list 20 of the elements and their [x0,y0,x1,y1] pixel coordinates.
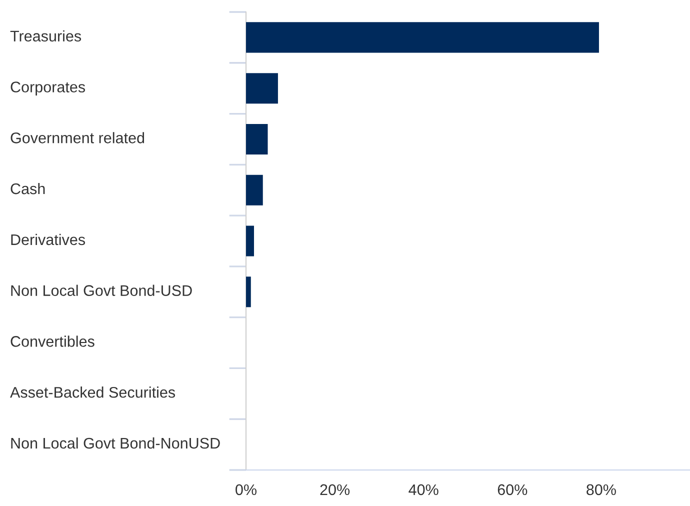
x-tick-label: 40% [408,484,438,496]
y-tick-label: Non Local Govt Bond-USD [11,284,192,296]
bar [246,276,251,308]
y-tick-label: Treasuries [10,30,82,42]
x-tick-label: 80% [586,484,616,496]
bar [246,226,254,256]
bar [246,124,268,154]
y-tick-label: Convertibles [10,336,94,347]
y-tick-label: Asset-Backed Securities [10,386,176,398]
bar [246,22,599,53]
bar [246,73,278,104]
x-tick-label: 0% [236,484,256,496]
y-tick-label: Derivatives [11,234,86,246]
y-tick-label: Cash [10,182,45,194]
y-tick-label: Government related [10,132,144,144]
y-tick-label: Non Local Govt Bond-NonUSD [11,437,220,449]
x-tick-label: 60% [498,484,528,496]
y-tick-label: Corporates [10,82,86,96]
x-tick-label: 20% [320,484,350,496]
bar [246,174,263,206]
